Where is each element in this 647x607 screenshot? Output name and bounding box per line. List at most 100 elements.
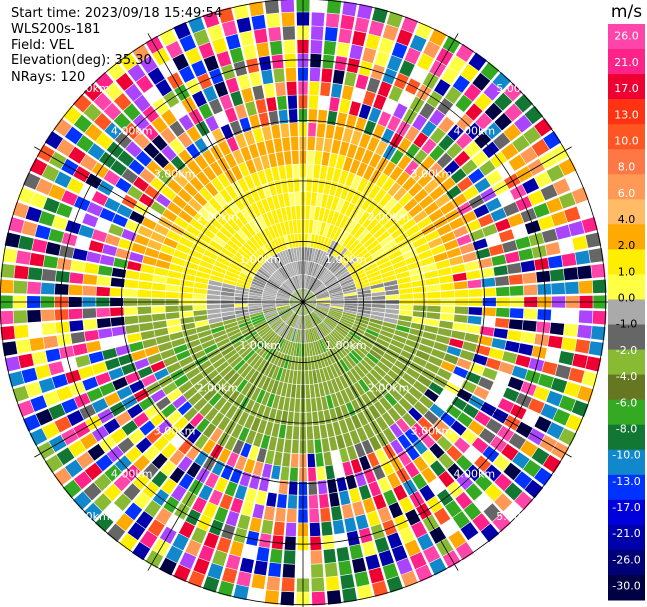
velocity-gate	[265, 312, 278, 320]
velocity-gate	[377, 506, 392, 523]
velocity-gate	[222, 314, 236, 321]
velocity-gate	[245, 430, 257, 445]
velocity-gate	[224, 243, 237, 255]
velocity-gate	[166, 277, 181, 286]
velocity-gate	[160, 127, 176, 144]
velocity-gate	[95, 513, 114, 532]
velocity-gate	[218, 448, 231, 464]
velocity-gate	[125, 446, 142, 463]
velocity-gate	[301, 288, 303, 302]
velocity-gate	[336, 268, 348, 279]
velocity-gate	[312, 370, 318, 384]
velocity-gate	[433, 419, 450, 435]
velocity-gate	[368, 481, 382, 497]
velocity-gate	[173, 416, 189, 432]
velocity-gate	[236, 315, 250, 322]
velocity-gate	[214, 477, 229, 493]
velocity-gate	[327, 478, 338, 494]
velocity-gate	[321, 252, 329, 266]
velocity-gate	[178, 65, 195, 83]
velocity-gate	[297, 233, 302, 247]
velocity-gate	[233, 359, 246, 372]
velocity-gate	[293, 342, 298, 357]
velocity-gate	[297, 329, 301, 343]
velocity-gate	[591, 263, 606, 278]
velocity-gate	[28, 323, 43, 337]
velocity-gate	[316, 397, 323, 411]
velocity-gate	[353, 347, 366, 359]
velocity-gate	[171, 102, 187, 120]
velocity-gate	[446, 404, 462, 419]
velocity-gate	[447, 463, 464, 480]
velocity-gate	[457, 176, 473, 192]
velocity-gate	[538, 373, 554, 389]
velocity-gate	[540, 184, 558, 201]
velocity-gate	[205, 369, 219, 382]
velocity-gate	[209, 275, 224, 283]
velocity-gate	[354, 17, 370, 33]
velocity-gate	[249, 474, 261, 490]
velocity-gate	[367, 452, 380, 468]
velocity-gate	[246, 333, 259, 344]
velocity-gate	[303, 289, 306, 302]
velocity-gate	[257, 419, 268, 434]
velocity-gate	[234, 293, 249, 298]
velocity-gate	[553, 408, 571, 426]
velocity-gate	[482, 141, 500, 159]
velocity-gate	[520, 381, 537, 396]
velocity-gate	[577, 201, 594, 219]
velocity-gate	[303, 299, 316, 302]
velocity-gate	[413, 292, 427, 299]
velocity-gate	[328, 286, 342, 293]
velocity-gate	[311, 328, 317, 342]
velocity-gate	[42, 164, 60, 182]
velocity-gate	[456, 234, 472, 246]
velocity-gate	[368, 184, 381, 200]
velocity-gate	[256, 271, 269, 281]
velocity-gate	[277, 193, 285, 208]
velocity-gate	[177, 188, 193, 203]
velocity-gate	[547, 255, 563, 269]
velocity-gate	[359, 133, 371, 149]
velocity-gate	[273, 272, 284, 283]
velocity-gate	[392, 334, 407, 344]
velocity-gate	[282, 250, 289, 264]
velocity-gate	[268, 478, 279, 494]
velocity-gate	[228, 200, 240, 214]
velocity-gate	[314, 439, 323, 453]
velocity-gate	[210, 161, 223, 177]
velocity-gate	[205, 115, 219, 132]
velocity-gate	[165, 312, 180, 320]
velocity-gate	[198, 484, 213, 501]
velocity-gate	[186, 126, 202, 142]
velocity-gate	[179, 292, 193, 299]
colorbar-swatch	[608, 174, 645, 200]
velocity-gate	[314, 309, 326, 319]
velocity-gate	[331, 330, 343, 342]
velocity-gate	[98, 328, 113, 339]
velocity-gate	[289, 302, 303, 305]
velocity-gate	[237, 229, 249, 242]
velocity-gate	[321, 396, 329, 411]
velocity-gate	[504, 103, 523, 122]
velocity-gate	[298, 289, 303, 302]
velocity-gate	[393, 514, 409, 531]
velocity-gate	[95, 132, 113, 150]
velocity-gate	[237, 362, 249, 375]
velocity-gate	[261, 126, 273, 141]
velocity-gate	[343, 309, 357, 315]
velocity-gate	[481, 277, 496, 288]
velocity-gate	[303, 288, 305, 302]
velocity-gate	[264, 362, 273, 377]
velocity-gate	[135, 437, 152, 454]
velocity-gate	[386, 11, 404, 28]
velocity-gate	[173, 249, 188, 260]
colorbar-level-label: 13.0	[614, 108, 639, 121]
velocity-gate	[220, 304, 235, 309]
velocity-gate	[309, 328, 315, 342]
velocity-gate	[316, 303, 330, 307]
velocity-gate	[278, 109, 289, 124]
velocity-gate	[303, 288, 304, 302]
velocity-gate	[207, 563, 224, 580]
velocity-gate	[44, 131, 63, 150]
